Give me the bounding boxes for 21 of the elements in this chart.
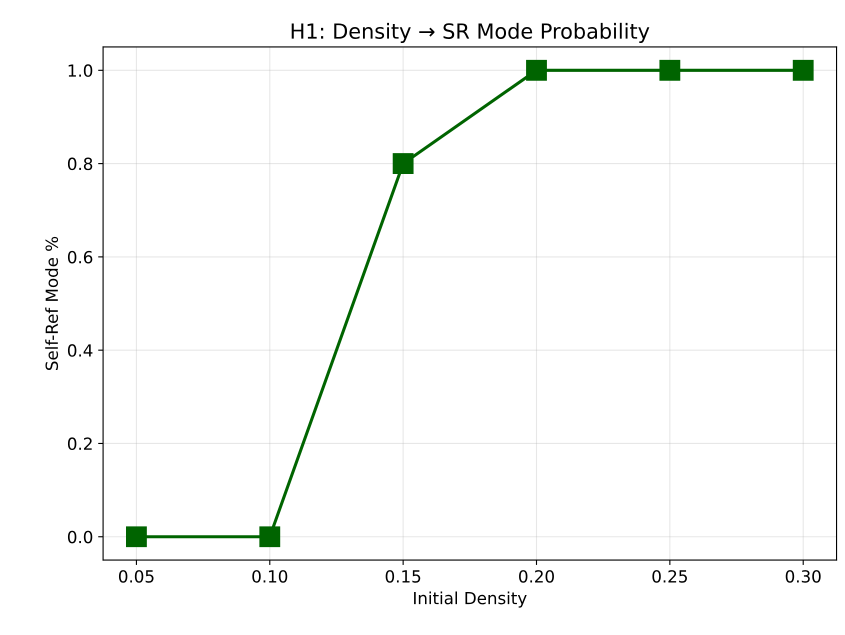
x-tick-label: 0.05: [118, 570, 154, 583]
x-tick-label: 0.10: [252, 570, 288, 583]
x-tick-label: 0.15: [386, 570, 420, 583]
point: [126, 526, 147, 548]
point: [659, 60, 680, 81]
x-tick-label: 0.30: [786, 570, 821, 583]
point: [792, 60, 814, 81]
y-tick-label: 1.0: [68, 64, 92, 77]
y-tick-label: 0.6: [68, 250, 92, 264]
point: [526, 60, 547, 81]
x-tick-label: 0.20: [519, 570, 554, 583]
y-tick-label: 0.4: [68, 344, 92, 357]
y-axis-title: Self-Ref Mode %: [45, 236, 58, 370]
point: [392, 153, 414, 174]
y-tick-label: 0.8: [68, 158, 92, 170]
y-tick-label: 0.2: [68, 437, 92, 450]
chart-title: H1: Density → SR Mode Probability: [292, 22, 650, 43]
y-tick-label: 0.0: [68, 530, 92, 544]
point: [259, 526, 280, 548]
x-axis-title: Initial Density: [414, 591, 527, 608]
x-tick-label: 0.25: [652, 570, 687, 583]
